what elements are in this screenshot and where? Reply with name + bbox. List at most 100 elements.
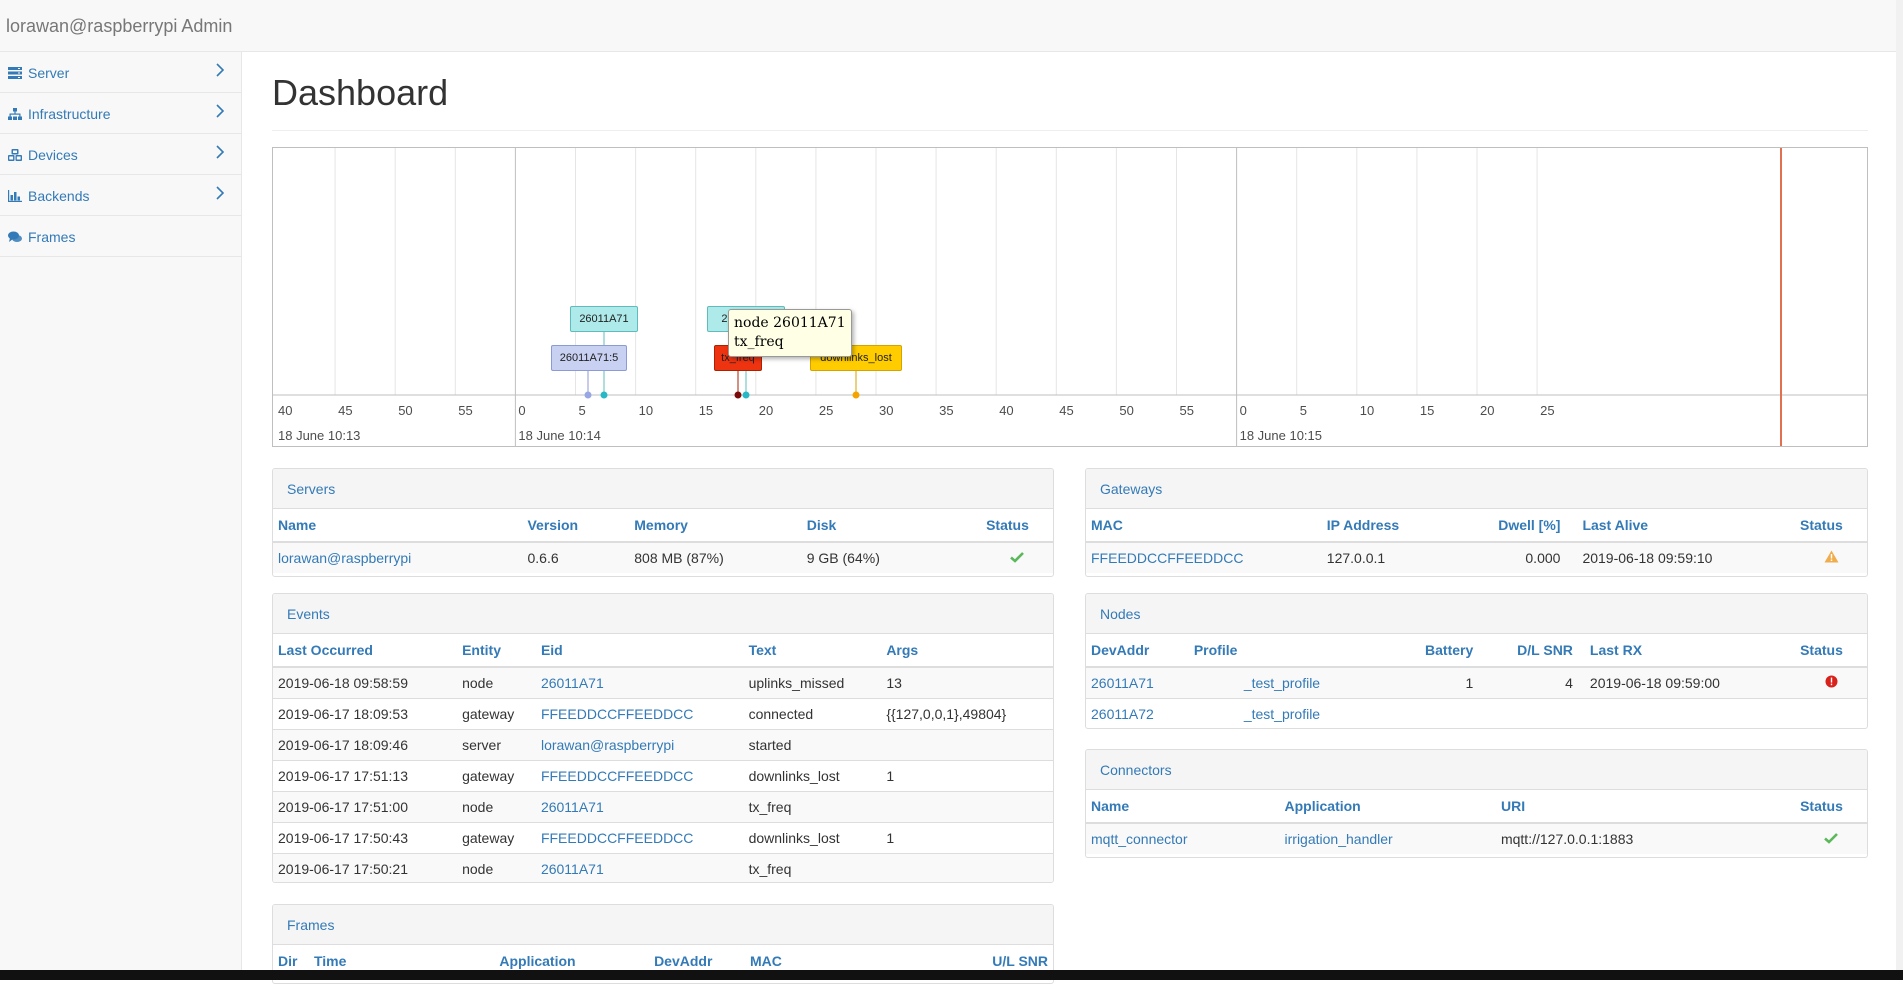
table-row: lorawan@raspberrypi 0.6.6 808 MB (87%) 9… <box>273 541 1053 573</box>
timeline-item-dot[interactable] <box>584 391 592 399</box>
devaddr-link[interactable]: 26011A72 <box>1086 697 1189 728</box>
timeline-tick-label: 35 <box>939 403 953 418</box>
eid-link[interactable]: 26011A71 <box>535 790 744 822</box>
eid-link[interactable]: 26011A71 <box>535 666 744 698</box>
table-cell: gateway <box>457 759 536 791</box>
column-header[interactable]: Last Alive <box>1565 509 1796 543</box>
table-cell: 0.000 <box>1465 541 1566 573</box>
column-header[interactable]: Disk <box>801 509 982 543</box>
panel-heading: Events <box>273 594 1053 634</box>
sidebar-item-backends[interactable]: Backends <box>0 175 241 216</box>
table-cell: mqtt://127.0.0.1:1883 <box>1495 822 1796 854</box>
column-header[interactable]: Status <box>1795 509 1867 543</box>
connector-name-link[interactable]: mqtt_connector <box>1086 822 1280 854</box>
sidebar-item-label: Devices <box>28 147 78 163</box>
column-header[interactable]: Entity <box>457 634 536 668</box>
table-cell <box>881 852 1053 882</box>
timeline-tick-label: 15 <box>1420 403 1434 418</box>
column-header[interactable]: Last RX <box>1577 634 1796 668</box>
table-cell <box>881 728 1053 760</box>
column-header[interactable]: Last Occurred <box>273 634 458 668</box>
table-cell: 2019-06-17 17:51:13 <box>273 759 458 791</box>
eid-link[interactable]: FFEEDDCCFFEEDDCC <box>535 821 744 853</box>
column-header[interactable]: URI <box>1495 790 1796 824</box>
eid-link[interactable]: FFEEDDCCFFEEDDCC <box>535 759 744 791</box>
column-header[interactable]: Text <box>743 634 882 668</box>
chevron-right-icon <box>216 145 225 159</box>
eid-link[interactable]: FFEEDDCCFFEEDDCC <box>535 697 744 729</box>
sidebar-item-server[interactable]: Server <box>0 52 241 93</box>
application-link[interactable]: irrigation_handler <box>1279 822 1496 854</box>
column-header[interactable]: Name <box>273 509 523 543</box>
column-header[interactable]: Memory <box>629 509 802 543</box>
column-header[interactable]: Status <box>1795 634 1867 668</box>
page-title: Dashboard <box>272 72 449 113</box>
sidebar-item-frames[interactable]: Frames <box>0 216 241 257</box>
column-header[interactable]: Battery <box>1378 634 1479 668</box>
event-timeline[interactable]: 40 45 50 55 0 5 10 15 20 25 30 35 40 45 50 55 0 5 10 15 20 25… <box>272 147 1868 447</box>
column-header[interactable]: DevAddr <box>1086 634 1189 668</box>
eid-link[interactable]: 26011A71 <box>535 852 744 882</box>
table-cell: node <box>457 790 536 822</box>
sidebar-item-infrastructure[interactable]: Infrastructure <box>0 93 241 134</box>
sidebar-item-label: Backends <box>28 188 90 204</box>
column-header[interactable]: Dwell [%] <box>1465 509 1566 543</box>
table-cell: node <box>457 666 536 698</box>
column-header[interactable]: Status <box>981 509 1053 543</box>
gateway-mac-link[interactable]: FFEEDDCCFFEEDDCC <box>1086 541 1322 573</box>
table-row: 2019-06-17 17:51:13 gateway FFEEDDCCFFEE… <box>273 759 1053 791</box>
timeline-tick-label: 40 <box>999 403 1013 418</box>
vertical-scrollbar[interactable] <box>1896 0 1903 970</box>
profile-link[interactable]: _test_profile <box>1188 697 1379 728</box>
top-navbar: lorawan@raspberrypi Admin <box>0 0 1903 52</box>
sidebar-item-devices[interactable]: Devices <box>0 134 241 175</box>
table-cell: tx_freq <box>743 790 882 822</box>
connectors-panel: Connectors Name Application URI Status m… <box>1085 749 1868 858</box>
timeline-tick-label: 15 <box>699 403 713 418</box>
chevron-right-icon <box>216 104 225 118</box>
timeline-item[interactable]: 26011A71 <box>570 306 638 332</box>
column-header[interactable]: Application <box>1279 790 1496 824</box>
nodes-table: DevAddr Profile Battery D/L SNR Last RX … <box>1086 634 1867 728</box>
column-header[interactable]: Eid <box>535 634 744 668</box>
table-row: 26011A72 _test_profile <box>1086 697 1867 728</box>
status-cell <box>1795 541 1867 573</box>
column-header[interactable]: MAC <box>1086 509 1322 543</box>
timeline-tick-label: 25 <box>819 403 833 418</box>
status-cell <box>1795 697 1867 728</box>
column-header[interactable]: Args <box>881 634 1053 668</box>
column-header[interactable]: Name <box>1086 790 1280 824</box>
table-cell: 2019-06-17 18:09:46 <box>273 728 458 760</box>
chevron-right-icon <box>216 186 225 200</box>
devaddr-link[interactable]: 26011A71 <box>1086 666 1189 698</box>
timeline-item-dot[interactable] <box>734 391 742 399</box>
column-header[interactable]: Status <box>1795 790 1867 824</box>
table-cell: downlinks_lost <box>743 821 882 853</box>
table-row: FFEEDDCCFFEEDDCC 127.0.0.1 0.000 2019-06… <box>1086 541 1867 573</box>
table-cell: 1 <box>1378 666 1479 698</box>
timeline-canvas[interactable]: 40 45 50 55 0 5 10 15 20 25 30 35 40 45 50 55 0 5 10 15 20 25… <box>273 148 1868 447</box>
check-icon <box>1010 552 1024 563</box>
comments-icon <box>8 231 22 242</box>
timeline-item-dot[interactable] <box>742 391 750 399</box>
column-header[interactable]: D/L SNR <box>1478 634 1578 668</box>
server-name-link[interactable]: lorawan@raspberrypi <box>273 541 523 573</box>
timeline-item-dot[interactable] <box>600 391 608 399</box>
table-row: 26011A71 _test_profile 1 4 2019-06-18 09… <box>1086 666 1867 698</box>
timeline-major-label: 18 June 10:13 <box>278 428 360 443</box>
app-brand[interactable]: lorawan@raspberrypi Admin <box>6 16 233 36</box>
column-header[interactable]: Version <box>522 509 630 543</box>
timeline-item[interactable]: 26011A71:5 <box>551 345 627 371</box>
timeline-tick-label: 45 <box>1059 403 1073 418</box>
column-header[interactable]: Profile <box>1188 634 1379 668</box>
timeline-tick-label: 50 <box>1119 403 1133 418</box>
table-cell: downlinks_lost <box>743 759 882 791</box>
timeline-item-dot[interactable] <box>852 391 860 399</box>
eid-link[interactable]: lorawan@raspberrypi <box>535 728 744 760</box>
panel-heading: Connectors <box>1086 750 1867 790</box>
table-cell <box>1577 697 1796 728</box>
timeline-tick-label: 5 <box>1300 403 1307 418</box>
profile-link[interactable]: _test_profile <box>1188 666 1379 698</box>
sitemap-icon <box>8 108 22 120</box>
column-header[interactable]: IP Address <box>1321 509 1466 543</box>
